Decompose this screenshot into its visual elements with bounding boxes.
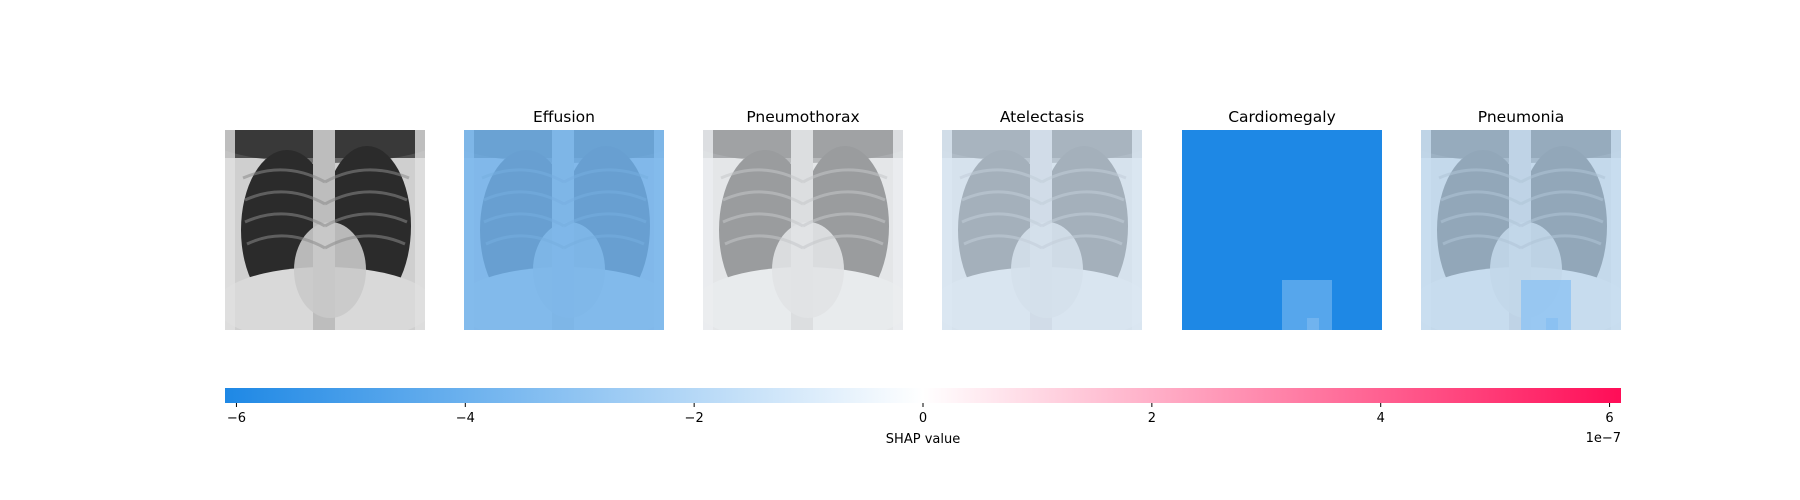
panel-title-atelectasis: Atelectasis [1000,108,1084,126]
colorbar-tick-label: −4 [456,411,475,426]
colorbar-tick-label: 0 [919,411,927,426]
shap-subpatch-pneumonia [1546,318,1558,330]
panel-title-cardiomegaly: Cardiomegaly [1228,108,1336,126]
panel-title-pneumothorax: Pneumothorax [746,108,859,126]
panel-cardiomegaly: Cardiomegaly [1182,108,1382,330]
input-xray-panel [225,130,425,330]
colorbar-tick-label: 2 [1148,411,1156,426]
colorbar-ticks: −6 −4 −2 0 2 4 6 [227,403,1614,426]
colorbar-gradient [225,388,1621,403]
colorbar-tick-label: 4 [1377,411,1385,426]
panel-atelectasis: Atelectasis [942,108,1142,330]
panel-title-pneumonia: Pneumonia [1478,108,1564,126]
colorbar-tick-label: −2 [685,411,704,426]
colorbar-tick-label: −6 [227,411,246,426]
xray-overlay-atelectasis [942,130,1142,330]
panel-effusion: Effusion [464,108,664,330]
panel-pneumonia: Pneumonia [1421,108,1621,330]
colorbar-scale-label: 1e−7 [1586,431,1621,446]
colorbar-xlabel: SHAP value [886,432,960,447]
colorbar: −6 −4 −2 0 2 4 6 SHAP value 1e−7 [225,388,1621,447]
xray-overlay-effusion [464,130,664,330]
xray-overlay-pneumothorax [703,130,903,330]
xray-image [225,130,425,330]
panel-pneumothorax: Pneumothorax [703,108,903,330]
panel-title-effusion: Effusion [533,108,595,126]
shap-subpatch-cardiomegaly [1307,318,1319,330]
colorbar-tick-label: 6 [1605,411,1613,426]
panel-row: Effusion Pneumothorax Atelectasis Cardio… [225,108,1621,330]
